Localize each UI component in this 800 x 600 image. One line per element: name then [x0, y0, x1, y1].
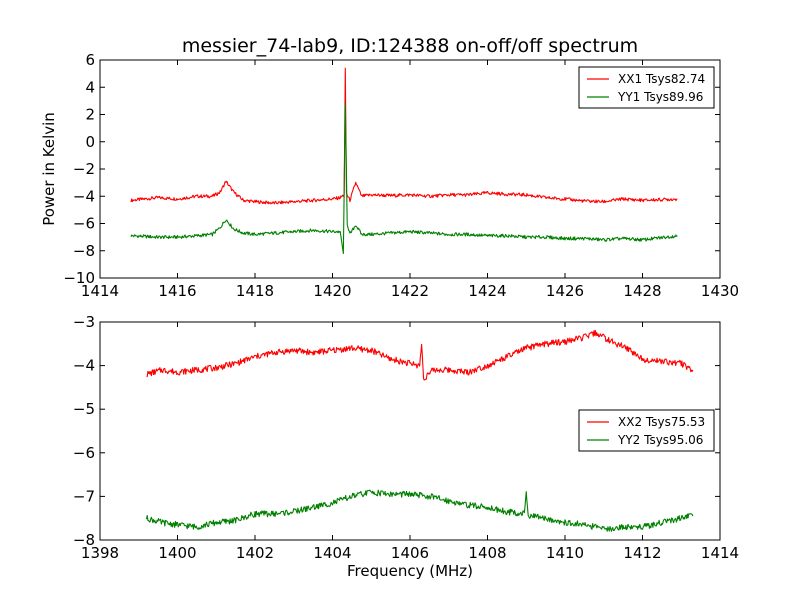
- bottom-panel: 1398 1400 1402 1404 1406 1408 1410 1412 1414 −8 −7…: [73, 313, 739, 562]
- x-tick-label: 1406: [391, 544, 429, 562]
- series-line-2: [145, 489, 694, 532]
- x-tick-label: 1424: [468, 282, 506, 300]
- legend-label: XX1 Tsys82.74: [618, 72, 705, 86]
- x-tick-label: 1398: [81, 544, 119, 562]
- legend: XX2 Tsys75.53 YY2 Tsys95.06: [578, 409, 715, 452]
- x-tick-label: 1414: [81, 282, 119, 300]
- x-tick-label: 1416: [158, 282, 196, 300]
- legend: XX1 Tsys82.74 YY1 Tsys89.96: [578, 66, 715, 109]
- series-line-1: [146, 329, 694, 381]
- y-axis-label: Power in Kelvin: [40, 112, 58, 226]
- legend-label: YY2 Tsys95.06: [617, 433, 703, 447]
- x-tick-label: 1428: [623, 282, 661, 300]
- x-axis-label: Frequency (MHz): [347, 562, 473, 580]
- x-tick-label: 1400: [158, 544, 196, 562]
- x-tick-label: 1414: [701, 544, 739, 562]
- x-tick-label: 1430: [701, 282, 739, 300]
- series-line-1: [130, 67, 678, 205]
- y-tick-label: −6: [73, 215, 95, 233]
- y-tick-label: −8: [73, 242, 95, 260]
- x-tick-label: 1426: [546, 282, 584, 300]
- legend-label: YY1 Tsys89.96: [617, 90, 703, 104]
- y-tick-label: −4: [73, 187, 95, 205]
- legend-box: [578, 409, 715, 452]
- y-tick-label: −7: [73, 487, 95, 505]
- y-tick-label: −5: [73, 400, 95, 418]
- x-tick-label: 1402: [236, 544, 274, 562]
- y-tick-label: 0: [85, 133, 95, 151]
- chart-title: messier_74-lab9, ID:124388 on-off/off sp…: [182, 35, 638, 57]
- x-tick-label: 1404: [313, 544, 351, 562]
- legend-box: [578, 66, 715, 109]
- y-tick-label: 4: [85, 78, 95, 96]
- legend-label: XX2 Tsys75.53: [618, 415, 705, 429]
- y-tick-label: 6: [85, 51, 95, 69]
- y-tick-label: −4: [73, 357, 95, 375]
- series-line-2: [130, 103, 678, 255]
- x-tick-label: 1422: [391, 282, 429, 300]
- x-tick-label: 1412: [623, 544, 661, 562]
- x-tick-label: 1408: [468, 544, 506, 562]
- x-tick-label: 1418: [236, 282, 274, 300]
- y-tick-label: −6: [73, 444, 95, 462]
- y-tick-label: −2: [73, 160, 95, 178]
- x-tick-label: 1420: [313, 282, 351, 300]
- x-tick-label: 1410: [546, 544, 584, 562]
- top-panel: 1414 1416 1418 1420 1422 1424 1426 1428 1430 −10 −…: [63, 51, 739, 300]
- y-tick-label: −10: [63, 269, 95, 287]
- y-tick-label: −8: [73, 531, 95, 549]
- y-tick-label: 2: [85, 106, 95, 124]
- y-tick-label: −3: [73, 313, 95, 331]
